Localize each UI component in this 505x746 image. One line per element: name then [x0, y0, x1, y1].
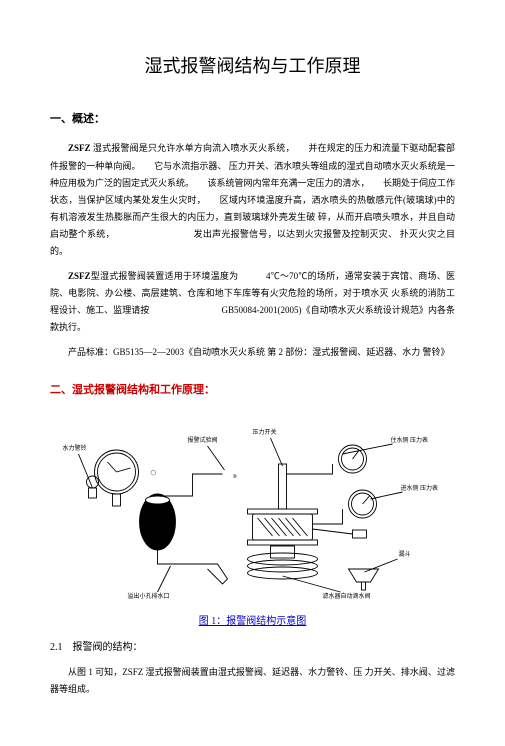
- subsection-2-1: 2.1 报警阀的结构：: [50, 640, 455, 656]
- p2-body: 型湿式报警阀装置适用于环境温度为 4℃～70℃的场所，通常安装于宾馆、商场、医院…: [50, 271, 455, 332]
- section-1-heading: 一、概述：: [50, 111, 455, 129]
- svg-text:水力警铃: 水力警铃: [63, 444, 87, 452]
- diagram-area: 水力警铃 报警试验阀 压力开关 住水侧 压力表 进水侧 压力表 漏斗 滤水器自动…: [50, 414, 455, 608]
- p2-lead: ZSFZ: [68, 271, 91, 281]
- section-2-heading: 二、湿式报警阀结构和工作原理：: [50, 382, 455, 400]
- figure-caption: 图 1：报警阀结构示意图: [50, 614, 455, 630]
- svg-text:进水侧 压力表: 进水侧 压力表: [401, 484, 439, 492]
- p1-body: 湿式报警阀是只允许水单方向流入喷水灭火系统， 并在规定的压力和流量下驱动配套部件…: [50, 143, 455, 256]
- section-1-para-1: ZSFZ 湿式报警阀是只允许水单方向流入喷水灭火系统， 并在规定的压力和流量下驱…: [50, 140, 455, 260]
- section-2-para-1: 从图 1 可知，ZSFZ 湿式报警阀装置由湿式报警阀、延迟器、水力警铃、压 力开…: [50, 664, 455, 698]
- svg-text:滤水器自动滴水阀: 滤水器自动滴水阀: [323, 592, 371, 600]
- svg-text:溢出小孔排水口: 溢出小孔排水口: [128, 592, 170, 600]
- section-1-para-2: ZSFZ型湿式报警阀装置适用于环境温度为 4℃～70℃的场所，通常安装于宾馆、商…: [50, 268, 455, 336]
- svg-text:压力开关: 压力开关: [253, 428, 277, 436]
- p1-lead: ZSFZ: [68, 143, 91, 153]
- svg-text:◯: ◯: [151, 470, 157, 476]
- section-1-para-3: 产品标准：GB5135—2—2003《自动喷水灭火系统 第 2 部份：湿式报警阀…: [50, 344, 455, 361]
- svg-text:住水侧 压力表: 住水侧 压力表: [391, 436, 429, 444]
- svg-text:⑨: ⑨: [233, 474, 238, 480]
- alarm-valve-diagram: 水力警铃 报警试验阀 压力开关 住水侧 压力表 进水侧 压力表 漏斗 滤水器自动…: [50, 414, 455, 604]
- page-title: 湿式报警阀结构与工作原理: [50, 52, 455, 81]
- svg-text:漏斗: 漏斗: [399, 550, 411, 558]
- svg-text:报警试验阀: 报警试验阀: [188, 436, 218, 444]
